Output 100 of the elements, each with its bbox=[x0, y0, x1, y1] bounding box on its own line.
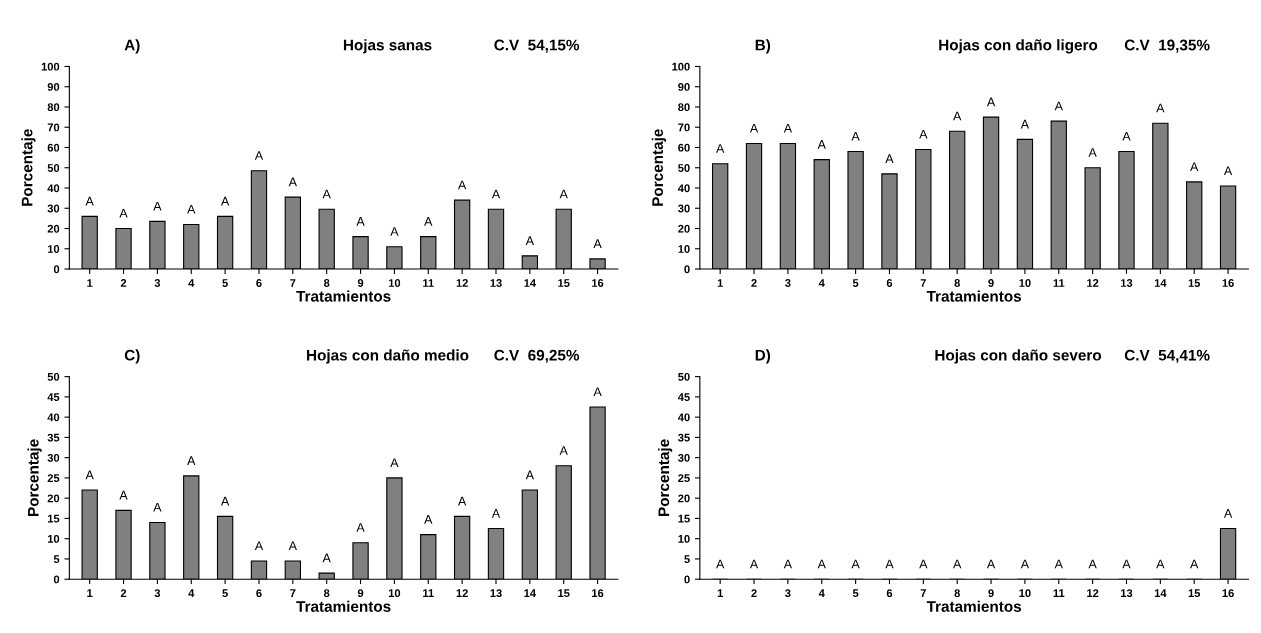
chart-subtitle: Hojas con daño severo bbox=[935, 349, 1102, 364]
data-label: A bbox=[187, 204, 196, 214]
y-axis-title: Porcentaje bbox=[21, 129, 36, 206]
y-tick-label: 20 bbox=[678, 224, 690, 233]
x-tick-label: 7 bbox=[920, 589, 926, 597]
data-label: A bbox=[716, 144, 725, 153]
data-label: A bbox=[457, 496, 467, 506]
y-tick-label: 0 bbox=[53, 265, 60, 274]
chart-title: A) bbox=[124, 39, 140, 54]
y-tick-label: 70 bbox=[678, 123, 690, 132]
x-tick-label: 7 bbox=[290, 589, 296, 597]
x-tick-label: 1 bbox=[87, 279, 93, 287]
chart-title: C) bbox=[124, 349, 140, 364]
data-label: A bbox=[1190, 162, 1199, 171]
data-label: A bbox=[424, 217, 433, 226]
x-tick-label: 4 bbox=[188, 279, 195, 287]
x-tick-label: 12 bbox=[1087, 589, 1099, 597]
x-tick-label: 4 bbox=[188, 589, 195, 597]
data-label: A bbox=[1020, 119, 1030, 129]
x-tick-label: 16 bbox=[592, 279, 604, 287]
x-tick-label: 3 bbox=[154, 589, 161, 598]
chart-subtitle: Hojas sanas bbox=[343, 39, 432, 54]
x-tick-label: 6 bbox=[256, 589, 262, 598]
data-label: A bbox=[716, 559, 725, 569]
x-tick-label: 12 bbox=[1087, 279, 1099, 287]
x-tick-label: 11 bbox=[423, 589, 434, 597]
x-tick-label: 13 bbox=[1121, 589, 1133, 598]
y-tick-label: 5 bbox=[53, 555, 60, 564]
data-label: A bbox=[153, 201, 162, 211]
x-tick-label: 11 bbox=[423, 279, 434, 287]
chart-title: B) bbox=[755, 39, 771, 54]
y-tick-label: 30 bbox=[47, 204, 60, 213]
data-label: A bbox=[356, 523, 365, 532]
y-tick-label: 80 bbox=[47, 103, 60, 112]
x-axis-title: Tratamientos bbox=[926, 600, 1022, 612]
data-label: A bbox=[1190, 559, 1199, 569]
x-tick-label: 6 bbox=[886, 589, 893, 598]
y-tick-label: 90 bbox=[47, 82, 60, 91]
data-label: A bbox=[322, 189, 331, 199]
data-label: A bbox=[1223, 509, 1233, 518]
data-label: A bbox=[322, 553, 331, 563]
x-tick-label: 10 bbox=[1019, 279, 1031, 287]
y-tick-label: 10 bbox=[678, 245, 690, 253]
data-label: A bbox=[187, 456, 196, 465]
data-label: A bbox=[288, 541, 297, 551]
x-tick-label: 14 bbox=[1154, 279, 1167, 287]
x-axis-title: Tratamientos bbox=[296, 290, 391, 302]
y-tick-label: 20 bbox=[47, 224, 60, 233]
y-tick-label: 100 bbox=[41, 62, 60, 71]
data-label: A bbox=[525, 236, 534, 245]
x-tick-label: 1 bbox=[717, 589, 723, 597]
text: C.V 69,25% bbox=[494, 349, 580, 363]
text: C.V 54,41% bbox=[1124, 349, 1210, 363]
x-tick-label: 14 bbox=[524, 279, 536, 287]
y-tick-label: 35 bbox=[47, 433, 60, 442]
y-tick-label: 20 bbox=[678, 494, 690, 503]
data-label: A bbox=[885, 559, 894, 569]
data-label: A bbox=[953, 559, 962, 569]
x-tick-label: 15 bbox=[558, 589, 570, 598]
data-label: A bbox=[593, 387, 602, 397]
data-label: A bbox=[390, 458, 399, 467]
data-label: A bbox=[783, 123, 793, 133]
x-tick-label: 8 bbox=[954, 589, 960, 598]
data-label: A bbox=[851, 559, 860, 569]
data-label: A bbox=[1088, 559, 1097, 569]
data-label: A bbox=[85, 196, 94, 206]
y-tick-label: 0 bbox=[684, 265, 690, 274]
y-axis-title: Porcentaje bbox=[27, 439, 42, 516]
y-tick-label: 30 bbox=[678, 204, 690, 213]
x-tick-label: 14 bbox=[1154, 589, 1167, 597]
x-tick-label: 2 bbox=[751, 589, 757, 597]
data-label: A bbox=[288, 177, 297, 187]
data-label: A bbox=[749, 123, 759, 133]
chart-title: D) bbox=[755, 349, 771, 364]
data-label: A bbox=[817, 140, 826, 149]
x-tick-label: 2 bbox=[120, 279, 127, 287]
x-tick-label: 11 bbox=[1053, 589, 1065, 597]
x-tick-label: 9 bbox=[357, 589, 364, 598]
x-axis-title: Tratamientos bbox=[926, 290, 1022, 302]
x-axis-title: Tratamientos bbox=[296, 600, 391, 612]
data-label: A bbox=[593, 239, 602, 248]
y-tick-label: 40 bbox=[677, 413, 690, 422]
x-tick-label: 2 bbox=[120, 589, 127, 597]
data-label: A bbox=[986, 97, 996, 107]
data-label: A bbox=[525, 470, 534, 480]
x-tick-label: 5 bbox=[852, 279, 859, 287]
x-tick-label: 5 bbox=[222, 279, 228, 287]
y-tick-label: 20 bbox=[47, 494, 60, 503]
x-tick-label: 10 bbox=[388, 279, 401, 287]
data-label: A bbox=[986, 559, 996, 569]
y-tick-label: 15 bbox=[47, 514, 60, 523]
data-label: A bbox=[919, 129, 928, 139]
data-label: A bbox=[356, 217, 365, 226]
text: C.V 54,15% bbox=[494, 39, 580, 53]
x-tick-label: 3 bbox=[785, 589, 791, 598]
data-label: A bbox=[817, 559, 826, 569]
x-tick-label: 6 bbox=[256, 279, 262, 287]
x-tick-label: 1 bbox=[87, 589, 93, 597]
data-label: A bbox=[457, 180, 467, 190]
data-label: A bbox=[424, 515, 433, 524]
